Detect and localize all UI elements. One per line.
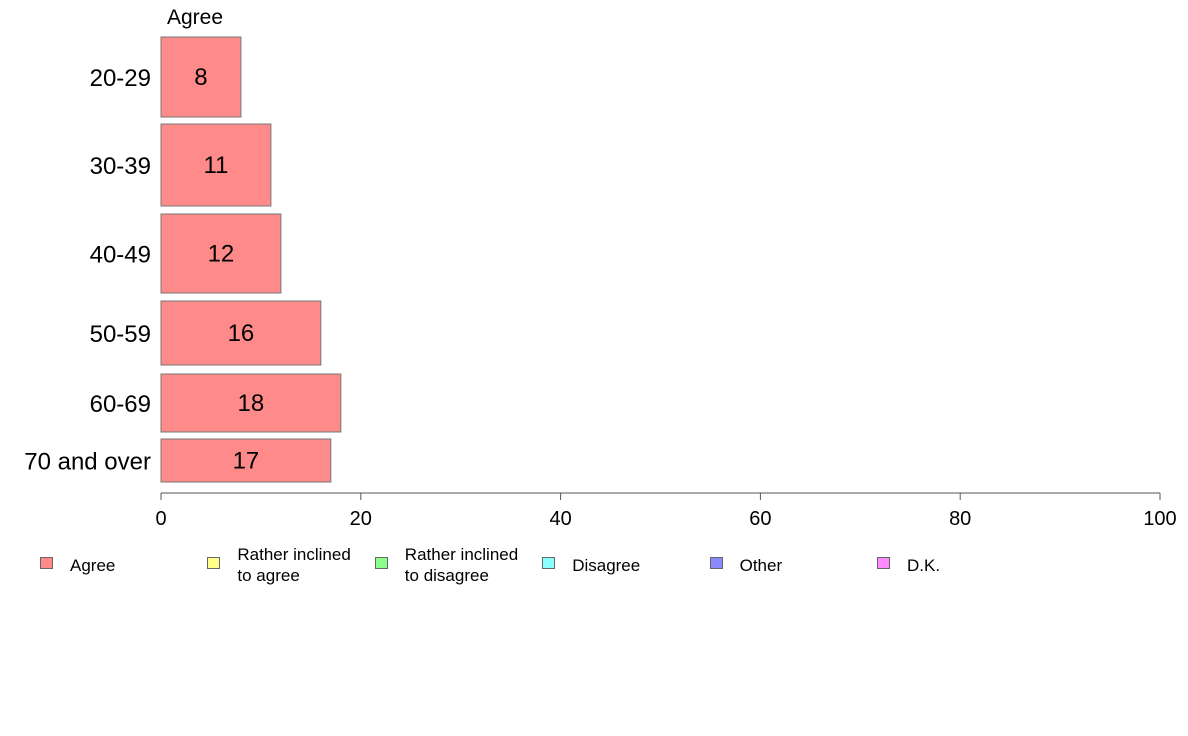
x-axis: 0 20 40 60 80 100 bbox=[155, 492, 1177, 530]
legend-item: Other bbox=[709, 540, 870, 590]
category-label: 50-59 bbox=[90, 321, 151, 348]
legend-swatch bbox=[374, 557, 388, 569]
legend-swatch bbox=[877, 557, 890, 569]
bar-40-49 bbox=[160, 213, 282, 294]
legend: Agree Rather inclined to agree Rather incl… bbox=[0, 540, 1188, 590]
bar-value-label: 16 bbox=[228, 320, 255, 347]
bar-value-label: 17 bbox=[233, 448, 260, 475]
legend-item: Agree bbox=[40, 540, 200, 590]
bar-50-59 bbox=[160, 300, 322, 366]
legend-swatch bbox=[542, 557, 556, 569]
bar-60-69 bbox=[160, 373, 342, 433]
category-label: 60-69 bbox=[90, 391, 151, 418]
series-header: Agree bbox=[167, 6, 223, 29]
legend-label: Other bbox=[739, 555, 783, 575]
x-tick-label: 80 bbox=[949, 508, 971, 530]
x-tick-label: 20 bbox=[350, 508, 372, 530]
legend-label: Agree bbox=[70, 555, 116, 575]
legend-swatch bbox=[207, 557, 221, 569]
x-tick-label: 60 bbox=[749, 508, 771, 530]
legend-label: Rather inclined to agree bbox=[237, 545, 351, 585]
legend-swatch bbox=[709, 557, 723, 569]
legend-item: Rather inclined to agree bbox=[207, 540, 367, 590]
legend-item: Disagree bbox=[542, 540, 702, 590]
bars-group: 8 11 12 16 18 17 bbox=[160, 36, 342, 483]
x-tick-label: 0 bbox=[155, 508, 166, 530]
bar-70-and-over bbox=[160, 438, 332, 483]
legend-swatch bbox=[40, 557, 53, 569]
category-labels: 20-29 30-39 40-49 50-59 60-69 70 and over bbox=[24, 65, 151, 476]
legend-label: Rather inclined to disagree bbox=[404, 545, 519, 585]
bar-value-label: 8 bbox=[194, 64, 207, 91]
category-label: 30-39 bbox=[90, 153, 151, 180]
legend-item: D.K. bbox=[877, 540, 1037, 590]
bar-value-label: 11 bbox=[203, 152, 228, 179]
bar-30-39 bbox=[160, 123, 272, 207]
bar-20-29 bbox=[160, 36, 242, 118]
category-label: 20-29 bbox=[90, 65, 151, 92]
x-tick-label: 40 bbox=[549, 508, 571, 530]
bar-value-label: 18 bbox=[238, 390, 265, 417]
legend-label: Disagree bbox=[572, 555, 641, 575]
bar-chart: Agree 8 11 12 16 18 17 20-29 30-39 40-49 50-59 60… bbox=[24, 6, 1177, 530]
legend-item: Rather inclined to disagree bbox=[374, 540, 535, 590]
category-label: 70 and over bbox=[24, 449, 151, 476]
legend-label: D.K. bbox=[907, 555, 941, 575]
category-label: 40-49 bbox=[90, 242, 151, 269]
bar-value-label: 12 bbox=[208, 241, 235, 268]
x-tick-label: 100 bbox=[1143, 508, 1176, 530]
